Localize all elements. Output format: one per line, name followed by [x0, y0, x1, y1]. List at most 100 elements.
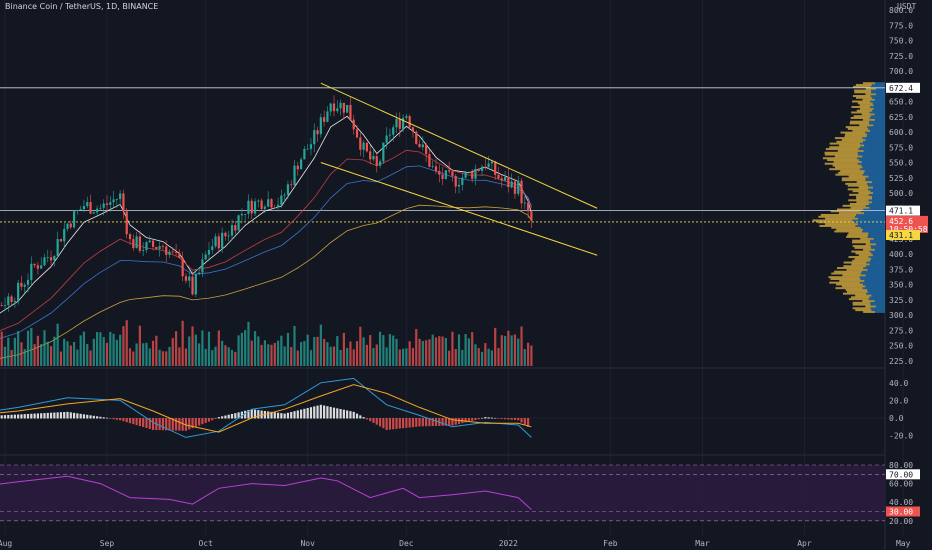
macd-histogram-bar [237, 412, 240, 419]
volume-bar [72, 341, 76, 366]
volume-bar [171, 338, 174, 366]
macd-histogram-bar [135, 418, 138, 426]
rsi-line [0, 475, 532, 510]
macd-histogram-bar [224, 415, 227, 419]
macd-histogram-bar [500, 418, 503, 419]
macd-histogram-bar [346, 410, 349, 419]
volume-bar [89, 350, 92, 366]
volume-bar [464, 334, 467, 366]
volume-bar [148, 348, 151, 366]
candle-body [359, 137, 362, 150]
volume-profile-bar [873, 104, 885, 107]
volume-bar [438, 336, 441, 366]
support-tag: 471.1 [889, 207, 913, 216]
volume-bar [490, 350, 494, 366]
volume-profile-bar [867, 182, 885, 185]
candle-body [411, 127, 415, 132]
macd-histogram-bar [431, 418, 434, 427]
macd-histogram-bar [158, 418, 161, 431]
macd-tick-label: 20.0 [889, 396, 908, 405]
volume-profile-bar [852, 95, 871, 98]
candle-body [300, 159, 303, 170]
candle-body [66, 223, 69, 229]
volume-profile-bar [836, 228, 864, 231]
volume-bar [336, 336, 339, 366]
macd-histogram-bar [20, 414, 23, 419]
volume-profile-bar [876, 243, 885, 246]
volume-profile-bar [824, 162, 858, 165]
volume-bar [112, 333, 115, 366]
macd-histogram-bar [253, 409, 257, 419]
candle-body [102, 203, 105, 208]
volume-profile-bar [876, 93, 885, 96]
candle-body [349, 104, 352, 120]
volume-profile-bar [869, 202, 885, 205]
macd-histogram-bar [240, 411, 243, 419]
macd-histogram-bar [207, 418, 211, 422]
macd-histogram-bar [49, 412, 53, 419]
volume-profile-bar [822, 157, 858, 160]
macd-histogram-bar [174, 418, 178, 431]
candle-body [339, 102, 342, 109]
volume-bar [513, 334, 517, 366]
candle-body [497, 174, 500, 179]
macd-histogram-bar [234, 413, 237, 419]
volume-bar [194, 334, 197, 366]
macd-histogram-bar [487, 417, 490, 419]
volume-bar [86, 344, 89, 366]
macd-histogram-bar [181, 418, 184, 431]
candle-body [122, 193, 125, 212]
macd-histogram-bar [408, 418, 411, 428]
price-tick-label: 725.0 [889, 52, 913, 61]
candle-body [267, 199, 270, 207]
macd-histogram-bar [230, 413, 234, 419]
price-tick-label: 700.0 [889, 67, 913, 76]
macd-histogram-bar [89, 415, 92, 419]
volume-bar [395, 338, 398, 366]
volume-profile-bar [873, 107, 885, 110]
macd-histogram-bar [142, 418, 145, 428]
rsi-background-band [0, 465, 885, 521]
candle-body [457, 184, 461, 187]
volume-profile-bar [871, 89, 885, 92]
volume-profile-bar [824, 153, 858, 156]
volume-profile-bar [868, 256, 885, 259]
volume-bar [273, 342, 276, 366]
volume-profile-bar [862, 299, 875, 302]
candle-body [385, 135, 388, 143]
volume-bar [165, 351, 168, 366]
volume-profile-bar [867, 126, 885, 129]
volume-profile-bar [848, 232, 869, 235]
volume-profile-bar [873, 254, 885, 257]
volume-profile-bar [857, 151, 885, 154]
volume-profile-bar [863, 140, 885, 143]
macd-histogram-bar [79, 413, 82, 419]
volume-profile-bar [862, 98, 875, 101]
macd-histogram-bar [59, 412, 63, 419]
macd-histogram-bar [13, 414, 16, 419]
volume-profile-bar [849, 202, 870, 205]
candle-body [148, 240, 151, 243]
candle-body [224, 232, 227, 237]
volume-bar [375, 344, 378, 366]
volume-profile-bar [831, 272, 861, 275]
volume-bar [313, 336, 316, 366]
volume-bar [240, 332, 243, 366]
macd-histogram-bar [480, 417, 484, 419]
candle-body [352, 119, 355, 130]
macd-histogram-bar [467, 418, 470, 422]
macd-histogram-bar [434, 418, 438, 426]
volume-bar [151, 340, 155, 366]
volume-bar [142, 343, 145, 366]
volume-profile-bar [836, 267, 864, 270]
price-tick-label: 225.0 [889, 357, 913, 366]
volume-bar [33, 344, 36, 366]
volume-bar [497, 347, 500, 366]
volume-profile-bar [865, 138, 885, 141]
candle-body [523, 202, 526, 204]
volume-bar [329, 346, 332, 366]
volume-profile-bar [865, 87, 877, 90]
candle-body [198, 272, 201, 275]
price-tick-label: 550.0 [889, 159, 913, 168]
